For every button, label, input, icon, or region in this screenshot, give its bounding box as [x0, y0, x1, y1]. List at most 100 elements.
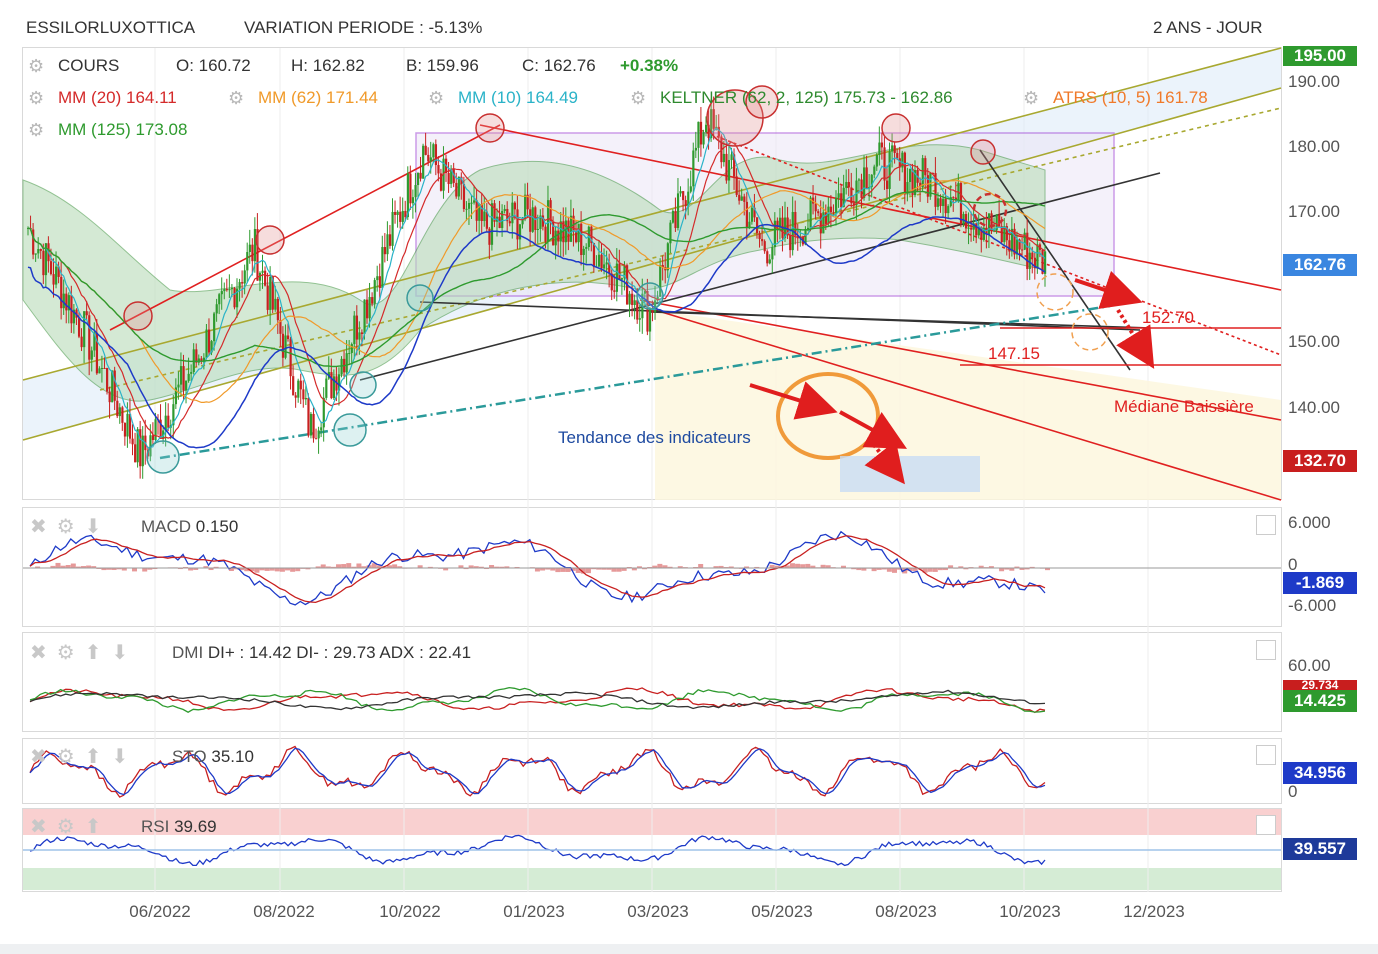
candle-body — [1023, 232, 1026, 250]
arrow-up-icon[interactable]: ⬆ — [84, 746, 112, 768]
dmi-badge-red: 29.734 — [1283, 680, 1357, 690]
candle-body — [906, 182, 909, 195]
candle-body — [580, 223, 583, 255]
gear-icon[interactable]: ⚙ — [428, 88, 445, 108]
candle-body — [569, 215, 573, 242]
macd-histogram-bar — [886, 568, 892, 572]
candle-body — [524, 194, 527, 220]
candle-body — [345, 353, 348, 373]
candle-body — [620, 278, 624, 280]
gear-icon[interactable]: ⚙ — [56, 746, 85, 768]
macd-histogram-bar — [789, 563, 795, 568]
macd-histogram-bar — [647, 566, 653, 568]
arrow-up-icon[interactable]: ⬆ — [84, 642, 112, 664]
candle-body — [794, 211, 797, 236]
candle-body — [243, 270, 246, 284]
candle-body — [467, 202, 471, 209]
rsi-line — [29, 834, 1046, 867]
macd-checkbox[interactable] — [1256, 515, 1276, 535]
candle-body — [253, 229, 257, 262]
candle-body — [735, 176, 738, 195]
macd-histogram-bar — [958, 566, 964, 568]
candle-body — [608, 262, 611, 274]
candle-body — [931, 172, 935, 174]
close-icon[interactable]: ✖ — [30, 816, 57, 838]
candle-body — [819, 213, 822, 234]
macd-badge: -1.869 — [1283, 572, 1357, 594]
rsi-checkbox[interactable] — [1256, 815, 1276, 835]
candle-body — [251, 244, 254, 262]
sto-checkbox[interactable] — [1256, 745, 1276, 765]
macd-histogram-bar — [718, 565, 724, 568]
candle-body — [210, 341, 213, 353]
gear-icon[interactable]: ⚙ — [28, 88, 45, 108]
gear-icon[interactable]: ⚙ — [56, 516, 85, 538]
candle-body — [248, 244, 251, 253]
macd-histogram-bar — [366, 565, 372, 568]
macd-histogram-bar — [514, 566, 520, 568]
candle-body — [720, 136, 723, 163]
di-minus-line — [29, 687, 1046, 714]
gear-icon[interactable]: ⚙ — [228, 88, 245, 108]
candle-body — [432, 144, 435, 158]
candle-body — [493, 203, 496, 222]
candle-body — [325, 378, 328, 398]
candle-body — [360, 332, 364, 335]
candle-body — [363, 299, 366, 335]
candle-body — [320, 427, 323, 431]
gear-icon[interactable]: ⚙ — [1023, 88, 1040, 108]
candle-body — [564, 220, 568, 243]
close-icon[interactable]: ✖ — [30, 516, 57, 538]
arrow-down-icon[interactable]: ⬇ — [111, 746, 139, 768]
candle-body — [860, 179, 863, 198]
candle-body — [399, 211, 402, 222]
close-icon[interactable]: ✖ — [30, 642, 57, 664]
candle-body — [455, 182, 458, 197]
candle-body — [705, 124, 708, 133]
candle-body — [967, 227, 970, 229]
candle-body — [457, 176, 460, 197]
macd-histogram-bar — [290, 568, 296, 572]
arrow-down-icon[interactable]: ⬇ — [84, 516, 112, 538]
gear-icon[interactable]: ⚙ — [28, 56, 45, 76]
candle-body — [516, 209, 519, 240]
gear-icon[interactable]: ⚙ — [630, 88, 647, 108]
legend-low: B: 159.96 — [406, 56, 479, 75]
candle-body — [233, 288, 236, 308]
x-label-5: 05/2023 — [751, 902, 813, 921]
candle-body — [337, 374, 341, 391]
candle-body — [590, 226, 593, 244]
dmi-checkbox[interactable] — [1256, 640, 1276, 660]
macd-histogram-bar — [611, 568, 617, 572]
macd-histogram-bar — [55, 562, 61, 568]
macd-histogram-bar — [259, 568, 265, 571]
macd-histogram-bar — [264, 568, 270, 571]
macd-histogram-bar — [545, 568, 551, 570]
period-selector[interactable]: 2 ANS - JOUR — [1153, 18, 1263, 37]
x-label-4: 03/2023 — [627, 902, 689, 921]
gear-icon[interactable]: ⚙ — [28, 120, 45, 140]
candle-body — [83, 311, 86, 348]
arrow-down-icon[interactable]: ⬇ — [111, 642, 139, 664]
candle-body — [812, 197, 815, 204]
x-label-7: 10/2023 — [999, 902, 1061, 921]
candle-body — [804, 229, 807, 245]
macd-histogram-bar — [111, 568, 117, 571]
level-label-2: 147.15 — [988, 344, 1040, 363]
candle-body — [136, 429, 139, 463]
candle-body — [207, 329, 211, 353]
macd-histogram-bar — [642, 568, 648, 570]
close-icon[interactable]: ✖ — [30, 746, 57, 768]
macd-histogram-bar — [116, 568, 122, 570]
legend-open: O: 160.72 — [176, 56, 251, 75]
candle-body — [694, 147, 698, 151]
macd-axis-zero: 0 — [1288, 555, 1298, 574]
sto-controls: ✖⚙⬆⬇ — [30, 744, 138, 769]
candle-body — [162, 430, 165, 439]
arrow-up-icon[interactable]: ⬆ — [84, 816, 112, 838]
gear-icon[interactable]: ⚙ — [56, 642, 85, 664]
x-label-2: 10/2022 — [379, 902, 441, 921]
candle-body — [544, 226, 547, 242]
gear-icon[interactable]: ⚙ — [56, 816, 85, 838]
candle-body — [95, 332, 99, 374]
